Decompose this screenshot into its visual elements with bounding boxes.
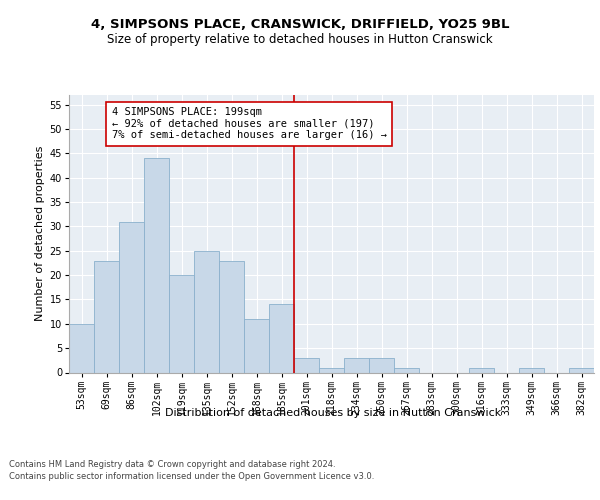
Bar [269,304,294,372]
Bar [319,368,344,372]
Bar [69,324,94,372]
Bar [244,319,269,372]
Bar [569,368,594,372]
Bar [219,260,244,372]
Bar [369,358,394,372]
Text: 4, SIMPSONS PLACE, CRANSWICK, DRIFFIELD, YO25 9BL: 4, SIMPSONS PLACE, CRANSWICK, DRIFFIELD,… [91,18,509,30]
Text: Size of property relative to detached houses in Hutton Cranswick: Size of property relative to detached ho… [107,32,493,46]
Bar [169,275,194,372]
Bar [344,358,369,372]
Text: Distribution of detached houses by size in Hutton Cranswick: Distribution of detached houses by size … [165,408,501,418]
Bar [119,222,144,372]
Bar [294,358,319,372]
Text: Contains public sector information licensed under the Open Government Licence v3: Contains public sector information licen… [9,472,374,481]
Bar [469,368,494,372]
Bar [394,368,419,372]
Bar [194,251,219,372]
Text: Contains HM Land Registry data © Crown copyright and database right 2024.: Contains HM Land Registry data © Crown c… [9,460,335,469]
Bar [519,368,544,372]
Bar [94,260,119,372]
Bar [144,158,169,372]
Text: 4 SIMPSONS PLACE: 199sqm
← 92% of detached houses are smaller (197)
7% of semi-d: 4 SIMPSONS PLACE: 199sqm ← 92% of detach… [112,107,386,140]
Y-axis label: Number of detached properties: Number of detached properties [35,146,46,322]
